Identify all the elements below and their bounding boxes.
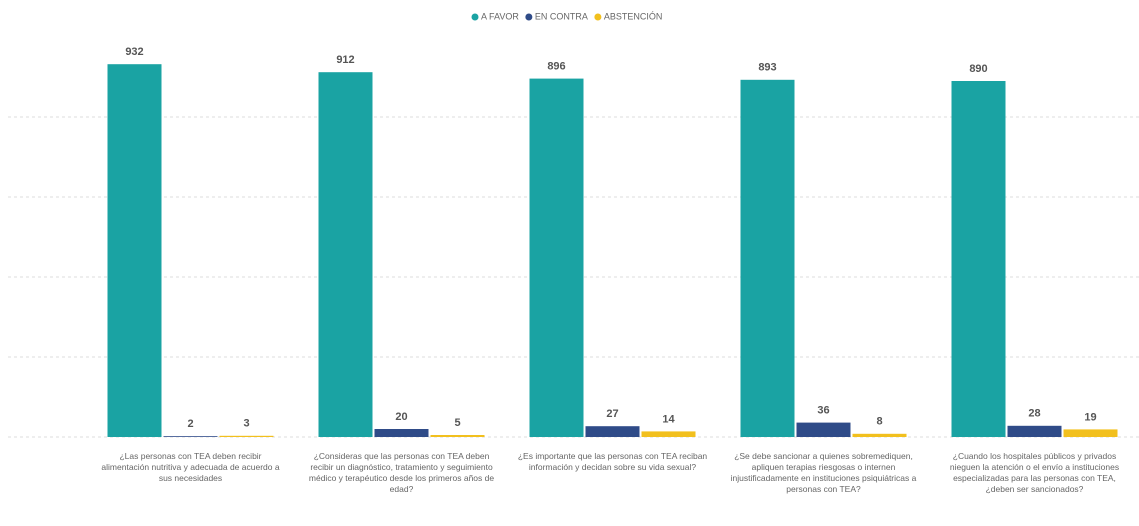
bar — [374, 429, 429, 437]
bar — [796, 422, 851, 437]
bar — [107, 64, 162, 437]
bar — [951, 81, 1006, 437]
legend-marker — [471, 13, 479, 21]
x-tick-label: ¿Se debe sancionar a quienes sobremediqu… — [730, 451, 917, 494]
value-label: 3 — [243, 418, 249, 430]
bar — [740, 79, 795, 438]
x-tick-label: ¿Es importante que las personas con TEA … — [517, 451, 708, 472]
bar — [318, 72, 373, 437]
value-label: 896 — [547, 61, 565, 73]
bar — [852, 433, 907, 437]
bar — [641, 431, 696, 437]
x-tick-label: ¿Consideras que las personas con TEA deb… — [308, 451, 495, 494]
value-label: 20 — [395, 411, 407, 423]
legend-marker — [594, 13, 602, 21]
value-label: 890 — [969, 63, 987, 75]
bar — [1063, 429, 1118, 437]
legend-label: A FAVOR — [481, 11, 519, 21]
legend-label: ABSTENCIÓN — [604, 11, 663, 21]
bar — [1007, 425, 1062, 437]
value-label: 893 — [758, 62, 776, 74]
bar — [430, 435, 485, 437]
value-label: 19 — [1084, 411, 1096, 423]
value-label: 932 — [125, 46, 143, 58]
bar — [585, 426, 640, 437]
value-label: 14 — [662, 413, 675, 425]
bar — [529, 78, 584, 437]
legend-marker — [525, 13, 533, 21]
bar — [219, 435, 274, 437]
value-label: 2 — [187, 418, 193, 430]
value-label: 36 — [817, 405, 829, 417]
bar — [163, 436, 218, 437]
x-tick-label: ¿Las personas con TEA deben recibir alim… — [101, 451, 280, 483]
value-label: 912 — [336, 54, 354, 66]
value-label: 5 — [454, 417, 460, 429]
value-label: 8 — [876, 416, 882, 428]
x-tick-label: ¿Cuando los hospitales públicos y privad… — [949, 451, 1120, 494]
value-label: 28 — [1028, 408, 1040, 420]
legend-label: EN CONTRA — [535, 11, 588, 21]
value-label: 27 — [606, 408, 618, 420]
